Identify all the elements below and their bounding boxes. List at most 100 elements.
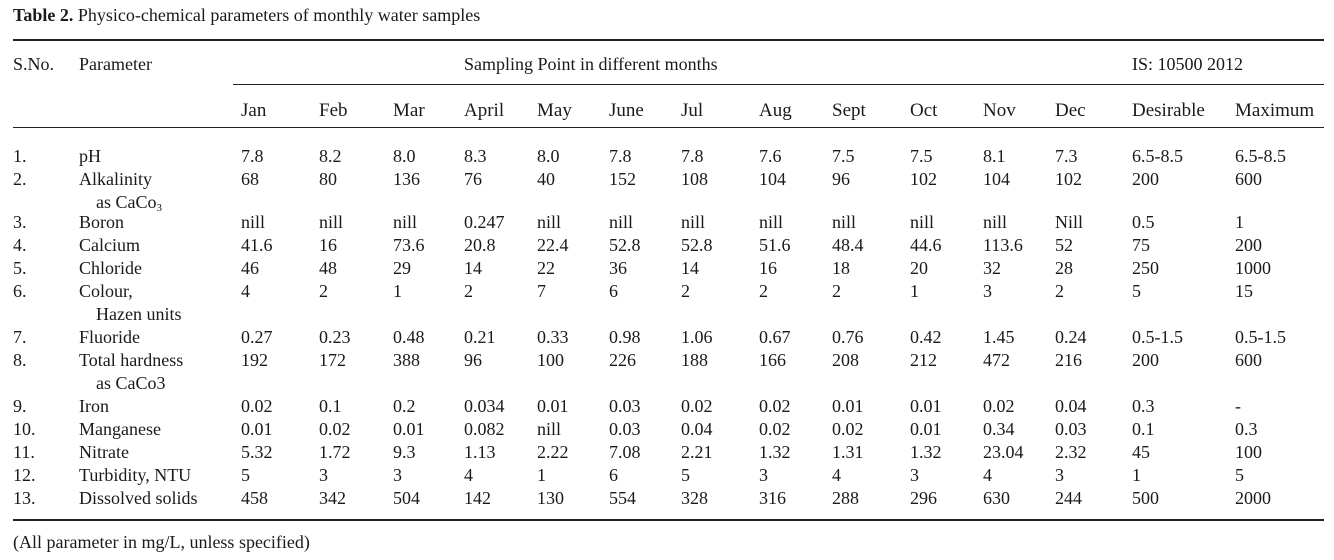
row-value: 8.3 bbox=[464, 146, 487, 166]
row-parameter: Nitrate bbox=[79, 442, 129, 462]
row-value: 0.04 bbox=[1055, 396, 1087, 416]
row-sno: 9. bbox=[13, 396, 27, 416]
row-value: 1.13 bbox=[464, 442, 496, 462]
row-value: 130 bbox=[537, 488, 564, 508]
row-desirable: 5 bbox=[1132, 281, 1141, 301]
header-month-nov: Nov bbox=[983, 100, 1016, 121]
row-parameter: Fluoride bbox=[79, 327, 140, 347]
row-value: 554 bbox=[609, 488, 636, 508]
row-value: 0.247 bbox=[464, 212, 505, 232]
table-caption-text: Physico-chemical parameters of monthly w… bbox=[77, 5, 481, 25]
row-value: 16 bbox=[319, 235, 337, 255]
header-month-mar: Mar bbox=[393, 100, 425, 121]
row-value: 8.0 bbox=[393, 146, 416, 166]
row-value: 0.67 bbox=[759, 327, 791, 347]
row-value: 6 bbox=[609, 281, 618, 301]
row-value: 2 bbox=[1055, 281, 1064, 301]
row-value: 172 bbox=[319, 350, 346, 370]
row-value: 0.21 bbox=[464, 327, 496, 347]
row-value: 2 bbox=[319, 281, 328, 301]
row-value: 328 bbox=[681, 488, 708, 508]
row-sno: 5. bbox=[13, 258, 27, 278]
row-maximum: 1 bbox=[1235, 212, 1244, 232]
row-value: 3 bbox=[983, 281, 992, 301]
row-value: 104 bbox=[983, 169, 1010, 189]
row-value: 0.23 bbox=[319, 327, 351, 347]
row-value: nill bbox=[393, 212, 418, 232]
row-value: 2 bbox=[681, 281, 690, 301]
row-value: 0.02 bbox=[832, 419, 864, 439]
row-value: 0.34 bbox=[983, 419, 1015, 439]
row-value: 32 bbox=[983, 258, 1001, 278]
row-value: 0.2 bbox=[393, 396, 416, 416]
row-value: 7.08 bbox=[609, 442, 641, 462]
row-value: 14 bbox=[681, 258, 699, 278]
row-value: 9.3 bbox=[393, 442, 416, 462]
row-sno: 7. bbox=[13, 327, 27, 347]
row-value: 76 bbox=[464, 169, 482, 189]
row-value: 0.03 bbox=[1055, 419, 1087, 439]
row-value: 5 bbox=[241, 465, 250, 485]
row-value: 2.22 bbox=[537, 442, 569, 462]
header-maximum: Maximum bbox=[1235, 100, 1315, 121]
row-value: nill bbox=[759, 212, 784, 232]
row-value: 0.01 bbox=[537, 396, 569, 416]
row-value: 6 bbox=[609, 465, 618, 485]
row-maximum: 2000 bbox=[1235, 488, 1271, 508]
row-desirable: 6.5-8.5 bbox=[1132, 146, 1183, 166]
row-value: 0.01 bbox=[241, 419, 273, 439]
header-month-june: June bbox=[609, 100, 644, 121]
row-value: 226 bbox=[609, 350, 636, 370]
row-value: 44.6 bbox=[910, 235, 942, 255]
row-value: 3 bbox=[393, 465, 402, 485]
header-month-jan: Jan bbox=[241, 100, 267, 121]
row-maximum: 600 bbox=[1235, 169, 1262, 189]
header-month-may: May bbox=[537, 100, 572, 121]
row-value: nill bbox=[832, 212, 857, 232]
row-value: 102 bbox=[910, 169, 937, 189]
row-value: 5.32 bbox=[241, 442, 273, 462]
row-sno: 11. bbox=[13, 442, 35, 462]
row-value: 166 bbox=[759, 350, 786, 370]
row-value: 0.27 bbox=[241, 327, 273, 347]
row-parameter-continued: as CaCo3 bbox=[96, 373, 166, 393]
header-month-sept: Sept bbox=[832, 100, 866, 121]
row-parameter: Manganese bbox=[79, 419, 161, 439]
row-value: 0.48 bbox=[393, 327, 425, 347]
header-parameter: Parameter bbox=[79, 54, 152, 74]
row-value: 22 bbox=[537, 258, 555, 278]
row-value: 8.0 bbox=[537, 146, 560, 166]
row-value: 0.33 bbox=[537, 327, 569, 347]
header-month-april: April bbox=[464, 100, 505, 121]
row-value: 52.8 bbox=[681, 235, 713, 255]
row-value: 68 bbox=[241, 169, 259, 189]
row-value: 0.1 bbox=[319, 396, 342, 416]
row-desirable: 200 bbox=[1132, 350, 1159, 370]
row-parameter: Alkalinity bbox=[79, 169, 152, 189]
row-value: 472 bbox=[983, 350, 1010, 370]
row-maximum: 6.5-8.5 bbox=[1235, 146, 1286, 166]
row-parameter: Chloride bbox=[79, 258, 142, 278]
row-parameter: Calcium bbox=[79, 235, 140, 255]
row-value: nill bbox=[983, 212, 1008, 232]
header-sampling-group: Sampling Point in different months bbox=[464, 54, 718, 74]
row-value: 216 bbox=[1055, 350, 1082, 370]
row-value: 20.8 bbox=[464, 235, 496, 255]
row-value: 0.01 bbox=[393, 419, 425, 439]
row-value: 1.72 bbox=[319, 442, 351, 462]
row-value: 41.6 bbox=[241, 235, 273, 255]
row-value: 1.06 bbox=[681, 327, 713, 347]
row-sno: 1. bbox=[13, 146, 27, 166]
row-desirable: 0.1 bbox=[1132, 419, 1155, 439]
header-month-feb: Feb bbox=[319, 100, 348, 121]
row-value: 2 bbox=[832, 281, 841, 301]
row-value: 4 bbox=[832, 465, 841, 485]
row-value: 3 bbox=[319, 465, 328, 485]
row-maximum: 600 bbox=[1235, 350, 1262, 370]
row-sno: 8. bbox=[13, 350, 27, 370]
row-sno: 10. bbox=[13, 419, 36, 439]
bottom-rule bbox=[13, 519, 1324, 521]
row-value: 18 bbox=[832, 258, 850, 278]
row-value: 2 bbox=[464, 281, 473, 301]
row-value: 1.45 bbox=[983, 327, 1015, 347]
